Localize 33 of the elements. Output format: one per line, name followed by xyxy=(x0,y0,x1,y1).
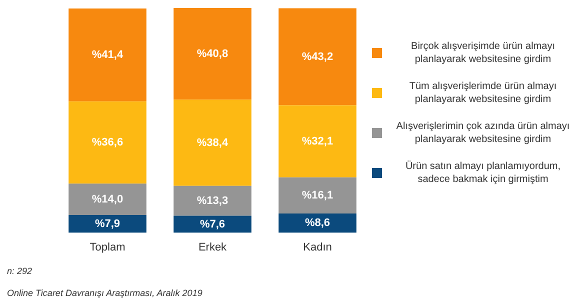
x-tick-label: Kadın xyxy=(303,241,332,254)
text: Birçok alışverişimde ürün almayı planlayarak websitesine girdim xyxy=(410,40,556,66)
bar xyxy=(174,186,252,216)
data-label: %40,8 xyxy=(196,48,228,60)
x-tick-label: Toplam xyxy=(90,241,126,254)
data-label: %7,6 xyxy=(200,218,226,230)
data-label: %16,1 xyxy=(302,189,334,202)
legend-label: Alışverişlerimin çok azında ürün almayı planlayarak websitesine girdim xyxy=(395,120,571,146)
data-label: %7,9 xyxy=(94,218,120,230)
bar xyxy=(68,184,146,216)
bar xyxy=(278,213,356,233)
text: Online Ticaret Davranışı Araştırması, Aralık 2019 xyxy=(7,288,202,298)
x-tick-label: Erkek xyxy=(198,241,228,254)
legend-label: Ürün satın almayı planlamıyordum, sadece bakmak için girmiştim xyxy=(404,160,562,186)
bar xyxy=(68,101,146,184)
bar xyxy=(278,8,356,106)
bar xyxy=(174,100,252,186)
data-label: %32,1 xyxy=(302,135,334,148)
bar xyxy=(174,8,252,100)
data-label: %43,2 xyxy=(302,50,334,63)
data-label: %13,3 xyxy=(196,194,228,207)
bar xyxy=(278,177,356,214)
data-label: %41,4 xyxy=(92,48,124,61)
data-label: %8,6 xyxy=(304,217,330,230)
data-label: %36,6 xyxy=(92,136,124,149)
text: Tüm alışverişlerimde ürün almayı planlayarak websitesine girdim xyxy=(408,80,558,106)
data-label: %38,4 xyxy=(196,136,229,149)
bar xyxy=(68,215,146,233)
bar xyxy=(68,8,146,102)
text: n: 292 xyxy=(7,266,32,276)
bar xyxy=(278,105,356,178)
data-label: %14,0 xyxy=(92,193,124,206)
bar xyxy=(174,216,252,233)
